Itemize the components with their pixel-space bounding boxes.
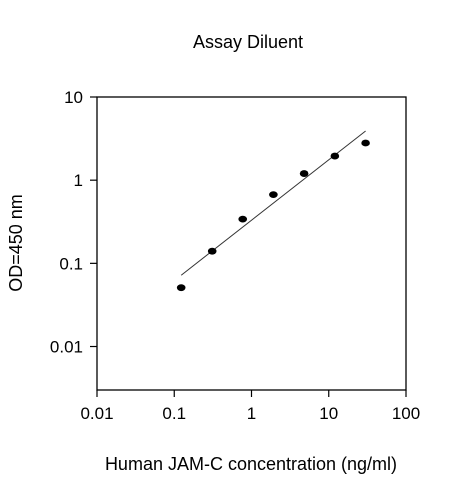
data-point — [176, 284, 186, 292]
x-axis-label: Human JAM-C concentration (ng/ml) — [105, 454, 397, 474]
y-tick-label: 10 — [64, 88, 83, 107]
y-axis-ticks: 0.01 0.1 1 10 — [50, 88, 97, 357]
fit-line-layer — [180, 130, 366, 276]
x-tick-label: 10 — [319, 404, 338, 423]
data-point — [299, 170, 309, 177]
fit-line — [180, 130, 366, 276]
plot-frame — [96, 96, 407, 391]
data-point — [238, 215, 248, 223]
x-tick-label: 100 — [392, 404, 420, 423]
y-axis-label: OD=450 nm — [6, 194, 26, 292]
x-tick-label: 0.1 — [162, 404, 186, 423]
data-point — [207, 247, 217, 255]
data-point — [361, 139, 370, 147]
chart-title: Assay Diluent — [193, 32, 303, 52]
data-points — [176, 139, 370, 292]
x-tick-label: 0.01 — [80, 404, 113, 423]
y-tick-label: 0.1 — [59, 254, 83, 273]
data-point — [269, 191, 278, 199]
x-tick-label: 1 — [247, 404, 256, 423]
y-tick-label: 0.01 — [50, 338, 83, 357]
data-point — [330, 152, 340, 160]
x-axis-ticks: 0.01 0.1 1 10 100 — [80, 390, 420, 423]
y-tick-label: 1 — [74, 171, 83, 190]
